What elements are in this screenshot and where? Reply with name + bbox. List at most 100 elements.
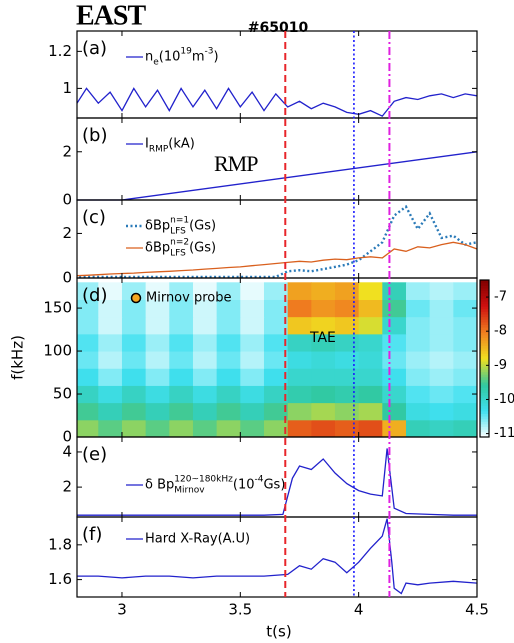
colorbar-swatch bbox=[480, 413, 489, 417]
heatmap-cell bbox=[169, 351, 194, 369]
colorbar-swatch bbox=[480, 374, 489, 378]
heatmap-cell bbox=[240, 385, 265, 404]
legend-label: 19 bbox=[180, 47, 192, 57]
heatmap-cell bbox=[121, 299, 147, 318]
legend-label: δ Bp bbox=[145, 478, 174, 493]
heatmap-cell bbox=[453, 385, 477, 404]
heatmap-cell bbox=[311, 333, 336, 352]
colorbar-swatch bbox=[480, 361, 489, 365]
heatmap-cell bbox=[77, 402, 99, 421]
heatmap-cell bbox=[358, 385, 383, 404]
legend-label: δBp bbox=[145, 241, 170, 256]
heatmap-cell bbox=[192, 282, 218, 300]
heatmap-cell bbox=[192, 316, 218, 335]
heatmap-cell bbox=[382, 299, 407, 318]
heatmap-cell bbox=[240, 282, 265, 300]
colorbar-swatch bbox=[480, 319, 489, 323]
legend-label: -3 bbox=[205, 47, 214, 57]
colorbar-swatch bbox=[480, 353, 489, 357]
heatmap-cell bbox=[169, 402, 194, 421]
heatmap-cell bbox=[216, 385, 241, 404]
colorbar-swatch bbox=[480, 416, 489, 420]
heatmap-cell bbox=[287, 282, 312, 300]
heatmap-cell bbox=[121, 402, 147, 421]
heatmap-cell bbox=[453, 351, 477, 369]
heatmap-cell bbox=[169, 316, 194, 335]
heatmap-cell bbox=[169, 385, 194, 404]
legend-label: RMP bbox=[149, 145, 169, 155]
heatmap-cell bbox=[429, 385, 454, 404]
colorbar-frame bbox=[479, 279, 490, 438]
data-line bbox=[77, 518, 477, 595]
panel-frame bbox=[76, 117, 478, 201]
heatmap-cell bbox=[405, 316, 431, 335]
colorbar-swatch bbox=[480, 329, 489, 333]
colorbar-swatch bbox=[480, 382, 489, 386]
colorbar-swatch bbox=[480, 334, 489, 339]
panel-frame bbox=[76, 516, 478, 598]
heatmap-cell bbox=[77, 299, 99, 318]
legend-label: Hard X-Ray(A.U) bbox=[145, 532, 250, 547]
colorbar-swatch bbox=[480, 379, 489, 383]
colorbar-swatch bbox=[480, 290, 489, 294]
y-tick-label: 0 bbox=[62, 191, 72, 209]
heatmap-cell bbox=[382, 402, 407, 421]
colorbar-swatch bbox=[480, 408, 489, 412]
legend-label: n=1 bbox=[170, 216, 189, 226]
heatmap-cell bbox=[429, 282, 454, 300]
colorbar-tick-label: -9 bbox=[494, 358, 507, 373]
heatmap-cell bbox=[453, 316, 477, 335]
y-tick-label: 150 bbox=[43, 299, 72, 317]
heatmap-cell bbox=[145, 333, 170, 352]
colorbar-swatch bbox=[480, 295, 489, 299]
heatmap-cell bbox=[145, 282, 170, 300]
colorbar-swatch bbox=[480, 402, 489, 407]
heatmap-cell bbox=[216, 282, 241, 300]
data-line bbox=[77, 241, 477, 277]
heatmap-cell bbox=[98, 351, 123, 369]
heatmap-cell bbox=[382, 419, 407, 438]
colorbar-swatch bbox=[480, 308, 489, 312]
heatmap-cell bbox=[121, 419, 147, 438]
colorbar-swatch bbox=[480, 387, 489, 391]
heatmap-cell bbox=[98, 333, 123, 352]
y-tick-label: 100 bbox=[43, 342, 72, 360]
colorbar-swatch bbox=[480, 389, 489, 394]
heatmap-cell bbox=[240, 299, 265, 318]
colorbar-swatch bbox=[480, 300, 489, 305]
heatmap-cell bbox=[145, 299, 170, 318]
heatmap-cell bbox=[263, 402, 289, 421]
heatmap-cell bbox=[263, 316, 289, 335]
colorbar-swatch bbox=[480, 348, 489, 352]
heatmap-cell bbox=[311, 351, 336, 369]
colorbar-swatch bbox=[480, 293, 489, 297]
annotation: TAE bbox=[309, 330, 336, 346]
heatmap-cell bbox=[169, 419, 194, 438]
colorbar-swatch bbox=[480, 358, 489, 362]
heatmap-cell bbox=[145, 351, 170, 369]
heatmap-cell bbox=[287, 299, 312, 318]
colorbar-swatch bbox=[480, 285, 489, 289]
legend-label: n bbox=[145, 50, 153, 65]
legend-label: (Gs) bbox=[189, 219, 216, 234]
heatmap-cell bbox=[334, 402, 360, 421]
y-tick-label: 1.8 bbox=[48, 535, 72, 553]
heatmap-cell bbox=[98, 385, 123, 404]
legend-label: (kA) bbox=[168, 137, 195, 152]
colorbar-swatch bbox=[480, 316, 489, 320]
colorbar-swatch bbox=[480, 298, 489, 302]
heatmap-cell bbox=[263, 299, 289, 318]
legend-label: (10 bbox=[159, 50, 181, 65]
legend-label: m bbox=[192, 50, 205, 65]
heatmap-cell bbox=[311, 385, 336, 404]
heatmap-cell bbox=[263, 385, 289, 404]
colorbar-swatch bbox=[480, 327, 489, 331]
heatmap-cell bbox=[216, 368, 241, 386]
colorbar-swatch bbox=[480, 400, 489, 404]
heatmap-cell bbox=[169, 333, 194, 352]
legend-label: n=2 bbox=[170, 238, 189, 248]
heatmap-cell bbox=[358, 282, 383, 300]
colorbar-swatch bbox=[480, 282, 489, 286]
heatmap-cell bbox=[334, 385, 360, 404]
heatmap-cell bbox=[240, 333, 265, 352]
